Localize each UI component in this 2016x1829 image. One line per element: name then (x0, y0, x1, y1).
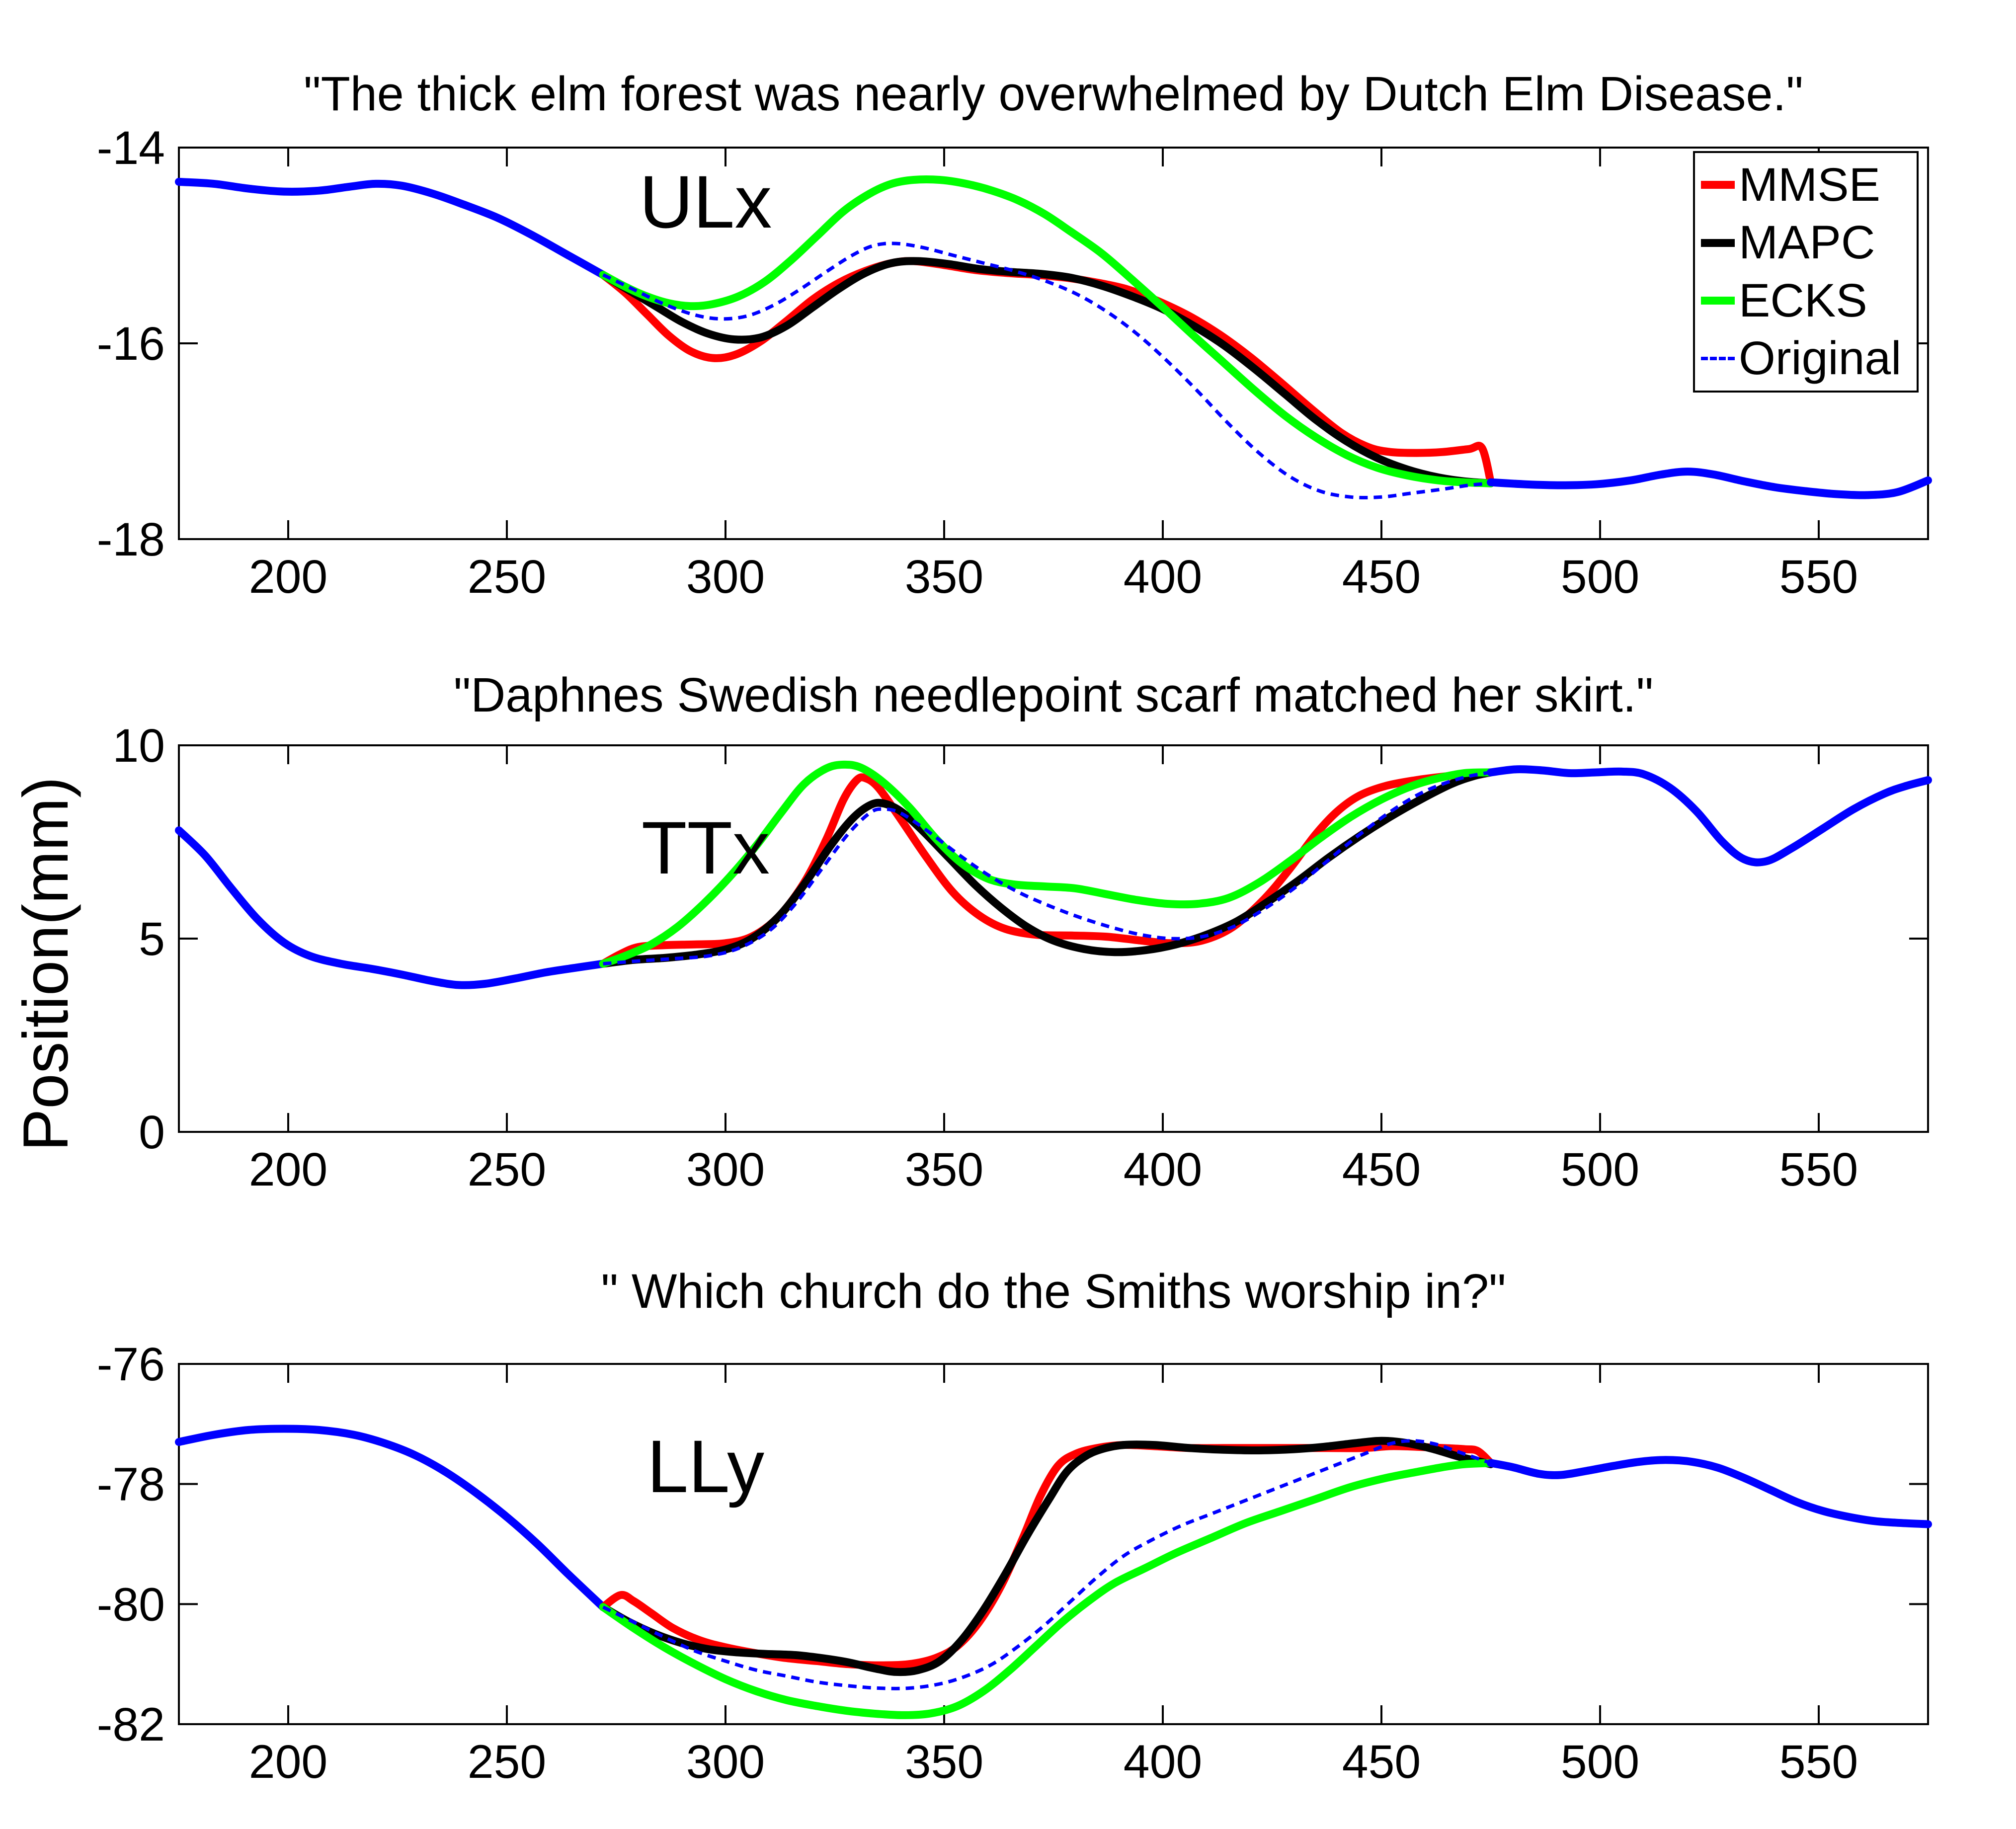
panel-3-series-MAPC (599, 1436, 1495, 1676)
legend-box: MMSE MAPC ECKS Original (1693, 151, 1919, 393)
panel-3-title: " Which church do the Smiths worship in?… (601, 1264, 1506, 1318)
panel-1-label: ULx (639, 160, 772, 243)
panel-2-label: TTx (641, 806, 770, 889)
panel-3-x-tick-label: 400 (1124, 1736, 1203, 1788)
panel-3-plot: 200 250 300 350 400 450 500 550 -82 -80 -78 -76 (97, 1338, 1932, 1788)
panel-2-x-tick-label: 300 (686, 1143, 765, 1196)
panel-1-series-ECKS (599, 175, 1495, 487)
panel-3-series-MMSE (599, 1440, 1495, 1670)
panel-3-x-tick-label: 450 (1342, 1736, 1421, 1788)
panel-2-x-tick-label: 550 (1779, 1143, 1858, 1196)
panel-2-x-tick-label: 500 (1561, 1143, 1640, 1196)
panel-3-label: LLy (646, 1425, 765, 1508)
panel-3-x-tick-label: 250 (468, 1736, 547, 1788)
panel-3-series-context_post (1487, 1456, 1932, 1528)
panel-1-x-tick-label: 400 (1124, 551, 1203, 603)
mmse-line-sample-icon (1701, 181, 1735, 189)
panel-2-title: "Daphnes Swedish needlepoint scarf match… (453, 668, 1654, 722)
legend-item-mmse: MMSE (1701, 161, 1917, 209)
panel-2-x-tick-label: 250 (468, 1143, 547, 1196)
panel-3-x-tick-label: 550 (1779, 1736, 1858, 1788)
panel-2-series-ECKS (599, 760, 1495, 968)
panel-1-x-tick-label: 550 (1779, 551, 1858, 603)
panel-1-x-tick-label: 500 (1561, 551, 1640, 603)
panel-3-x-tick-label: 200 (249, 1736, 328, 1788)
panel-2-plot: 200 250 300 350 400 450 500 550 0 5 10 (112, 719, 1932, 1196)
panel-3-series-context_pre (175, 1425, 607, 1611)
panel-1-x-tick-label: 250 (468, 551, 547, 603)
panel-3-y-tick-label: -78 (97, 1458, 165, 1511)
legend-label-mapc: MAPC (1739, 216, 1875, 269)
legend-item-ecks: ECKS (1701, 277, 1917, 324)
panel-1-x-tick-label: 200 (249, 551, 328, 603)
mapc-line-sample-icon (1701, 239, 1735, 247)
panel-2-y-tick-label: 0 (139, 1106, 165, 1159)
panel-3-y-tick-label: -76 (97, 1338, 165, 1391)
legend-item-mapc: MAPC (1701, 219, 1917, 266)
panel-2-x-tick-label: 450 (1342, 1143, 1421, 1196)
panel-3-series-Original (602, 1439, 1492, 1690)
panel-1-series-context_pre (175, 177, 607, 279)
panel-3-axes-box (178, 1363, 1929, 1725)
panel-2-series-MAPC (599, 768, 1495, 968)
ecks-line-sample-icon (1701, 297, 1735, 305)
panel-3-series-ECKS (599, 1459, 1495, 1719)
panel-1-axes-box (178, 147, 1929, 540)
panel-3-y-tick-label: -80 (97, 1578, 165, 1631)
panel-2-x-tick-label: 350 (905, 1143, 984, 1196)
panel-1-x-tick-label: 450 (1342, 551, 1421, 603)
panel-2-series-context_pre (175, 826, 607, 989)
y-axis-label: Position(mm) (10, 777, 81, 1151)
panel-1-title: "The thick elm forest was nearly overwhe… (304, 67, 1803, 121)
legend-label-original: Original (1739, 332, 1902, 385)
legend-label-mmse: MMSE (1739, 158, 1880, 211)
panel-3-y-tick-label: -82 (97, 1698, 165, 1751)
panel-2-x-tick-label: 200 (249, 1143, 328, 1196)
legend-item-original: Original (1701, 335, 1917, 382)
panel-2-y-tick-label: 10 (112, 719, 165, 772)
panel-1-series-context_post (1487, 468, 1932, 499)
legend-label-ecks: ECKS (1739, 274, 1867, 327)
panel-1-y-tick-label: -18 (97, 513, 165, 566)
panel-1-series-MAPC (599, 257, 1495, 487)
panel-1-x-tick-label: 300 (686, 551, 765, 603)
panel-3-x-tick-label: 300 (686, 1736, 765, 1788)
panel-2-x-tick-label: 400 (1124, 1143, 1203, 1196)
panel-3-x-tick-label: 500 (1561, 1736, 1640, 1788)
panel-1-plot: 200 250 300 350 400 450 500 550 -18 -16 -14 (97, 122, 1932, 603)
panel-1-y-tick-label: -16 (97, 318, 165, 370)
panel-1-series-Original (602, 241, 1491, 500)
panel-1-y-tick-label: -14 (97, 122, 165, 174)
panel-3-x-tick-label: 350 (905, 1736, 984, 1788)
panel-2-series-Original (603, 771, 1491, 966)
panel-2-y-tick-label: 5 (139, 913, 165, 965)
panel-1-x-tick-label: 350 (905, 551, 984, 603)
original-line-sample-icon (1701, 357, 1735, 361)
panel-2-series-context_post (1487, 765, 1932, 867)
